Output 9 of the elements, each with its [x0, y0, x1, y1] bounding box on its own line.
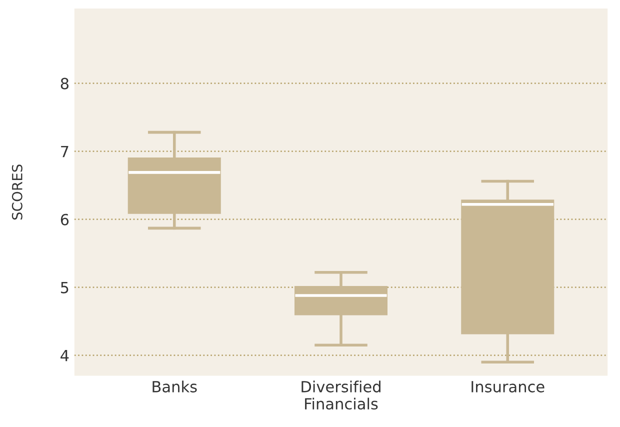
- y-tick-label: 5: [61, 282, 68, 294]
- x-tick-label: Diversified Financials: [302, 380, 380, 410]
- y-tick-label: 4: [60, 350, 69, 362]
- y-tick-label: 7: [61, 146, 68, 158]
- y-axis-title: SCORES: [12, 164, 22, 220]
- x-tick-label: Banks: [152, 380, 197, 392]
- y-tick-label: 8: [60, 78, 68, 90]
- y-tick-label: 6: [60, 214, 69, 226]
- x-tick-label: Insurance: [472, 381, 544, 392]
